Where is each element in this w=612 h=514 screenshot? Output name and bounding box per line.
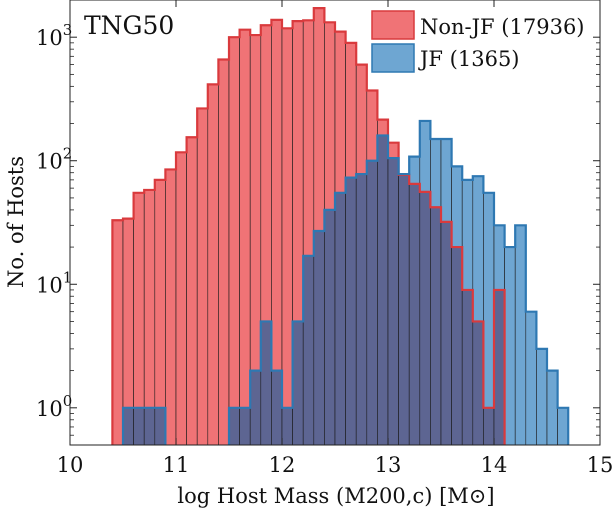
- bar-overlap: [419, 191, 431, 446]
- y-tick-label: 102: [36, 145, 72, 174]
- bar-overlap: [154, 407, 166, 446]
- step-outline-jf: [121, 119, 570, 445]
- bar-overlap: [260, 321, 272, 446]
- x-tick-label: 14: [481, 453, 508, 477]
- x-tick-label: 13: [375, 453, 402, 477]
- bar-overlap: [281, 407, 293, 446]
- bar-overlap: [302, 255, 315, 446]
- x-tick-label: 10: [57, 453, 84, 477]
- bar-jf: [514, 225, 527, 446]
- bar-jf: [451, 166, 463, 248]
- legend-label-non-jf: Non-JF (17936): [420, 15, 585, 39]
- y-tick-label: 101: [36, 268, 72, 297]
- bar-jf: [557, 407, 569, 446]
- y-tick-label: 100: [36, 392, 72, 421]
- bar-overlap: [387, 157, 399, 446]
- y-tick-label: 103: [36, 21, 72, 50]
- bar-jf: [536, 348, 548, 446]
- step-outline-non-jf: [111, 6, 506, 445]
- bar-overlap: [345, 177, 357, 446]
- bar-overlap: [143, 407, 156, 446]
- bar-non-jf: [175, 152, 187, 446]
- bar-jf: [461, 179, 474, 291]
- panel-title: TNG50: [84, 11, 174, 40]
- bar-overlap: [271, 370, 283, 446]
- bar-overlap: [493, 289, 505, 446]
- y-axis-label: No. of Hosts: [4, 156, 28, 288]
- bar-overlap: [430, 206, 442, 446]
- bar-jf: [546, 370, 558, 446]
- bar-overlap: [377, 135, 389, 446]
- bar-overlap: [366, 160, 378, 446]
- bar-overlap: [398, 174, 410, 446]
- bar-overlap: [292, 321, 304, 446]
- legend-swatch-non-jf: [371, 10, 415, 40]
- bar-jf: [525, 311, 537, 446]
- x-tick-labels: 10 11 12 13 14 15: [57, 453, 612, 477]
- histogram-bars: [112, 7, 569, 446]
- legend-label-jf: JF (1365): [418, 47, 520, 71]
- y-tick-labels: 100 101 102 103: [36, 21, 72, 421]
- bar-overlap: [334, 192, 346, 446]
- bar-non-jf: [154, 179, 166, 446]
- legend: Non-JF (17936) JF (1365): [371, 10, 585, 73]
- bar-non-jf: [281, 28, 293, 446]
- bar-overlap: [239, 407, 251, 446]
- bar-overlap: [249, 370, 262, 446]
- bar-jf: [430, 138, 442, 208]
- plot-frame: [69, 0, 601, 446]
- bar-jf: [493, 225, 505, 291]
- bar-jf: [472, 175, 484, 322]
- bar-non-jf: [218, 59, 230, 446]
- legend-swatch-jf: [371, 43, 415, 73]
- x-axis-label: log Host Mass (M200,c) [M⊙]: [177, 484, 494, 508]
- bar-jf: [504, 246, 516, 446]
- bar-overlap: [461, 289, 474, 446]
- x-tick-label: 12: [269, 453, 296, 477]
- bar-overlap: [133, 407, 145, 446]
- x-tick-label: 11: [163, 453, 190, 477]
- bar-jf: [440, 138, 452, 223]
- bar-overlap: [122, 407, 134, 446]
- x-tick-label: 15: [587, 453, 612, 477]
- bar-jf: [483, 192, 495, 409]
- bar-non-jf: [228, 36, 240, 446]
- bar-overlap: [451, 246, 463, 446]
- bar-overlap: [355, 173, 368, 446]
- histogram-step-outlines: [111, 6, 570, 445]
- bar-jf: [408, 156, 421, 185]
- bar-jf: [419, 120, 431, 193]
- bar-overlap: [408, 183, 421, 446]
- bar-overlap: [313, 230, 325, 446]
- bar-non-jf: [196, 108, 209, 446]
- bar-non-jf: [207, 84, 219, 446]
- bar-non-jf: [239, 29, 251, 446]
- bar-overlap: [324, 209, 336, 446]
- bar-non-jf: [112, 219, 124, 446]
- bar-overlap: [483, 407, 495, 446]
- bar-non-jf: [186, 136, 198, 446]
- bar-overlap: [228, 407, 240, 446]
- bar-non-jf: [165, 169, 177, 446]
- axis-ticks: [69, 0, 601, 446]
- bar-overlap: [440, 221, 452, 446]
- bar-overlap: [472, 321, 484, 446]
